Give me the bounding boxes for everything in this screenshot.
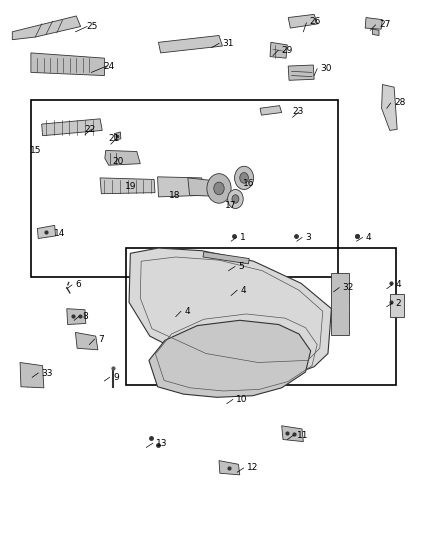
Polygon shape	[390, 294, 404, 317]
Polygon shape	[159, 36, 223, 53]
Polygon shape	[20, 362, 44, 388]
Polygon shape	[158, 177, 205, 197]
Polygon shape	[260, 106, 282, 115]
Text: 21: 21	[108, 134, 120, 143]
Bar	[126, 248, 396, 385]
Text: 29: 29	[282, 46, 293, 55]
Text: 24: 24	[103, 62, 114, 70]
Polygon shape	[114, 132, 121, 140]
Polygon shape	[42, 119, 102, 136]
Text: 4: 4	[396, 280, 401, 289]
Polygon shape	[203, 252, 249, 264]
Polygon shape	[288, 65, 314, 80]
Polygon shape	[365, 18, 382, 29]
Polygon shape	[149, 320, 311, 397]
Polygon shape	[37, 225, 56, 239]
Text: 22: 22	[85, 125, 96, 134]
Text: 28: 28	[394, 99, 406, 108]
Polygon shape	[100, 178, 155, 193]
Text: 1: 1	[240, 233, 246, 242]
Text: 2: 2	[396, 299, 401, 308]
Text: 6: 6	[75, 280, 81, 289]
Circle shape	[207, 174, 231, 203]
Text: 19: 19	[125, 182, 137, 191]
Polygon shape	[372, 29, 379, 36]
Polygon shape	[288, 14, 318, 28]
Text: 10: 10	[236, 395, 248, 404]
Text: 3: 3	[305, 233, 311, 242]
Text: 4: 4	[240, 286, 246, 295]
Polygon shape	[332, 273, 349, 335]
Text: 27: 27	[379, 20, 390, 29]
Text: 25: 25	[87, 22, 98, 31]
Polygon shape	[188, 178, 231, 197]
Text: 14: 14	[54, 229, 65, 238]
Text: 33: 33	[42, 368, 53, 377]
Text: 12: 12	[247, 464, 258, 472]
Text: 20: 20	[113, 157, 124, 166]
Circle shape	[232, 195, 239, 203]
Text: 31: 31	[223, 39, 234, 48]
Polygon shape	[75, 333, 98, 350]
Circle shape	[214, 182, 224, 195]
Polygon shape	[67, 309, 86, 325]
Text: 18: 18	[170, 191, 181, 200]
Polygon shape	[31, 53, 104, 76]
Polygon shape	[381, 85, 397, 131]
Text: 4: 4	[184, 307, 190, 316]
Circle shape	[228, 190, 243, 208]
Polygon shape	[105, 150, 140, 165]
Text: 13: 13	[156, 439, 168, 448]
Circle shape	[240, 173, 248, 183]
Circle shape	[235, 166, 254, 190]
Polygon shape	[219, 461, 240, 475]
Text: 16: 16	[243, 179, 254, 188]
Polygon shape	[282, 426, 304, 442]
Text: 30: 30	[321, 64, 332, 73]
Polygon shape	[129, 248, 332, 373]
Text: 5: 5	[238, 262, 244, 271]
Bar	[31, 100, 338, 277]
Text: 11: 11	[297, 431, 308, 440]
Text: 7: 7	[98, 335, 104, 344]
Text: 8: 8	[83, 312, 88, 320]
Text: 17: 17	[225, 201, 236, 211]
Text: 32: 32	[343, 283, 354, 292]
Text: 4: 4	[366, 233, 372, 242]
Text: 9: 9	[113, 373, 119, 382]
Text: 23: 23	[292, 108, 304, 116]
Polygon shape	[12, 16, 81, 39]
Text: 26: 26	[310, 17, 321, 26]
Text: 15: 15	[30, 146, 41, 155]
Polygon shape	[270, 42, 287, 58]
